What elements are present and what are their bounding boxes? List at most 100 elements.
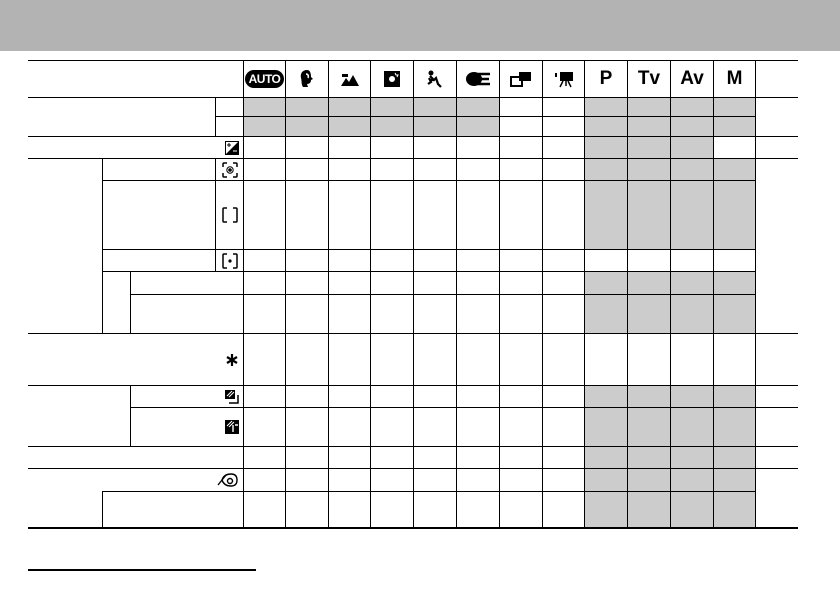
availability-cell	[627, 333, 670, 385]
availability-cell	[542, 136, 584, 158]
row-icon-cell	[215, 180, 243, 249]
reference-cell	[755, 97, 798, 136]
availability-cell	[328, 271, 370, 294]
availability-cell-unavailable	[584, 491, 627, 528]
availability-cell	[542, 249, 584, 271]
header-mode-cell	[499, 60, 542, 97]
row-label-cell	[102, 158, 215, 180]
focus-bracketing-icon	[225, 420, 239, 434]
reference-cell	[755, 158, 798, 333]
availability-cell	[713, 333, 755, 385]
mode-label-m: M	[726, 68, 743, 89]
slow-shutter-icon	[465, 71, 491, 87]
availability-cell	[456, 271, 499, 294]
row-label-cell	[130, 385, 243, 407]
availability-cell-unavailable	[584, 158, 627, 180]
row-sublabel-cell	[215, 116, 243, 136]
availability-cell	[499, 158, 542, 180]
availability-cell	[670, 333, 713, 385]
availability-cell	[542, 294, 584, 333]
availability-cell	[285, 491, 328, 528]
availability-cell	[499, 249, 542, 271]
row-icon-cell	[215, 158, 243, 180]
availability-cell-unavailable	[713, 97, 755, 116]
availability-cell	[285, 158, 328, 180]
availability-cell	[413, 158, 456, 180]
availability-cell-unavailable	[670, 271, 713, 294]
availability-cell	[499, 97, 542, 116]
availability-cell	[542, 333, 584, 385]
availability-cell	[328, 180, 370, 249]
header-mode-cell	[328, 60, 370, 97]
availability-cell-unavailable	[584, 446, 627, 468]
availability-cell-unavailable	[713, 407, 755, 446]
availability-cell-unavailable	[713, 158, 755, 180]
row-label-exposure-compensation	[28, 136, 243, 158]
availability-cell	[542, 468, 584, 491]
availability-cell	[370, 294, 413, 333]
availability-cell	[370, 271, 413, 294]
reference-cell	[755, 385, 798, 407]
availability-cell-unavailable	[670, 116, 713, 136]
footnote-rule	[28, 569, 256, 571]
availability-cell	[542, 491, 584, 528]
availability-cell	[542, 158, 584, 180]
availability-cell	[243, 385, 285, 407]
availability-cell	[413, 407, 456, 446]
availability-cell	[413, 249, 456, 271]
availability-cell	[285, 249, 328, 271]
availability-cell	[413, 446, 456, 468]
header-mode-cell	[413, 60, 456, 97]
availability-cell-unavailable	[584, 180, 627, 249]
availability-cell-unavailable	[627, 294, 670, 333]
availability-cell-unavailable	[627, 271, 670, 294]
availability-cell	[456, 294, 499, 333]
availability-cell	[670, 249, 713, 271]
reference-cell	[755, 333, 798, 385]
night-scene-icon	[383, 70, 401, 88]
availability-cell	[370, 333, 413, 385]
availability-cell	[243, 158, 285, 180]
spot-metering-icon	[221, 252, 238, 269]
availability-cell-unavailable	[670, 385, 713, 407]
availability-cell-unavailable	[627, 491, 670, 528]
portrait-icon	[298, 69, 316, 89]
availability-cell	[243, 136, 285, 158]
availability-cell	[243, 333, 285, 385]
availability-cell	[243, 491, 285, 528]
availability-cell	[456, 468, 499, 491]
availability-cell-unavailable	[584, 468, 627, 491]
availability-cell-unavailable	[627, 446, 670, 468]
row-label-cell	[130, 271, 243, 294]
availability-cell-unavailable	[584, 97, 627, 116]
availability-cell-unavailable	[670, 136, 713, 158]
page-banner	[0, 0, 840, 51]
fast-shutter-icon	[425, 69, 445, 89]
evaluative-metering-icon	[221, 161, 238, 178]
availability-cell-unavailable	[670, 491, 713, 528]
availability-cell	[285, 407, 328, 446]
availability-cell	[413, 333, 456, 385]
availability-cell-unavailable	[627, 97, 670, 116]
reference-cell	[755, 468, 798, 528]
availability-cell	[499, 294, 542, 333]
bracketing-icon	[225, 389, 239, 404]
row-icon-cell	[215, 249, 243, 271]
availability-cell	[713, 249, 755, 271]
row-label-self-timer	[28, 468, 243, 491]
availability-cell	[499, 180, 542, 249]
ae-lock-asterisk-icon	[225, 353, 239, 367]
availability-cell	[370, 180, 413, 249]
center-weighted-metering-icon	[221, 207, 238, 223]
row-sublabel-cell	[215, 97, 243, 116]
header-mode-cell: Av	[670, 60, 713, 97]
availability-cell	[285, 136, 328, 158]
availability-cell-unavailable	[713, 468, 755, 491]
availability-cell	[370, 468, 413, 491]
availability-cell-unavailable	[456, 116, 499, 136]
availability-cell	[456, 333, 499, 385]
availability-cell-unavailable	[328, 97, 370, 116]
availability-cell	[542, 180, 584, 249]
availability-cell	[328, 468, 370, 491]
availability-cell-unavailable	[456, 97, 499, 116]
